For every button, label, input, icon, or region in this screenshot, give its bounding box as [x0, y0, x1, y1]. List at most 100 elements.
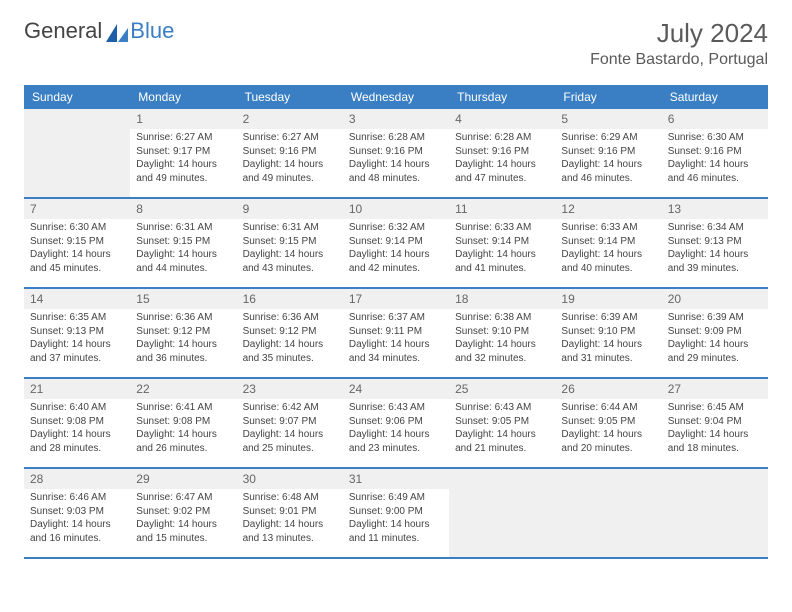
daylight-text: and 15 minutes.	[136, 532, 230, 546]
sunset-text: Sunset: 9:16 PM	[349, 145, 443, 159]
calendar-cell: 21Sunrise: 6:40 AMSunset: 9:08 PMDayligh…	[24, 379, 130, 467]
sunset-text: Sunset: 9:16 PM	[243, 145, 337, 159]
sunset-text: Sunset: 9:16 PM	[668, 145, 762, 159]
location-label: Fonte Bastardo, Portugal	[590, 51, 768, 69]
daylight-text: Daylight: 14 hours	[30, 338, 124, 352]
sunrise-text: Sunrise: 6:28 AM	[349, 131, 443, 145]
weekday-header: Monday	[130, 85, 236, 109]
calendar-cell: 10Sunrise: 6:32 AMSunset: 9:14 PMDayligh…	[343, 199, 449, 287]
calendar-cell: 15Sunrise: 6:36 AMSunset: 9:12 PMDayligh…	[130, 289, 236, 377]
calendar-cell: 31Sunrise: 6:49 AMSunset: 9:00 PMDayligh…	[343, 469, 449, 557]
day-number: 27	[662, 379, 768, 399]
sunrise-text: Sunrise: 6:46 AM	[30, 491, 124, 505]
calendar-cell: 26Sunrise: 6:44 AMSunset: 9:05 PMDayligh…	[555, 379, 661, 467]
calendar-cell: 28Sunrise: 6:46 AMSunset: 9:03 PMDayligh…	[24, 469, 130, 557]
daylight-text: and 16 minutes.	[30, 532, 124, 546]
month-title: July 2024	[590, 18, 768, 49]
sunset-text: Sunset: 9:13 PM	[668, 235, 762, 249]
calendar-cell: 3Sunrise: 6:28 AMSunset: 9:16 PMDaylight…	[343, 109, 449, 197]
day-number: 21	[24, 379, 130, 399]
calendar-cell: 29Sunrise: 6:47 AMSunset: 9:02 PMDayligh…	[130, 469, 236, 557]
daylight-text: and 42 minutes.	[349, 262, 443, 276]
daylight-text: Daylight: 14 hours	[136, 158, 230, 172]
calendar-cell: 19Sunrise: 6:39 AMSunset: 9:10 PMDayligh…	[555, 289, 661, 377]
daylight-text: and 21 minutes.	[455, 442, 549, 456]
calendar-week-row: 28Sunrise: 6:46 AMSunset: 9:03 PMDayligh…	[24, 469, 768, 559]
day-number: 25	[449, 379, 555, 399]
daylight-text: Daylight: 14 hours	[668, 248, 762, 262]
daylight-text: Daylight: 14 hours	[349, 428, 443, 442]
weekday-header: Friday	[555, 85, 661, 109]
sunrise-text: Sunrise: 6:29 AM	[561, 131, 655, 145]
daylight-text: and 13 minutes.	[243, 532, 337, 546]
sunset-text: Sunset: 9:04 PM	[668, 415, 762, 429]
day-number: 24	[343, 379, 449, 399]
daylight-text: and 46 minutes.	[668, 172, 762, 186]
day-number: 2	[237, 109, 343, 129]
calendar-cell: 18Sunrise: 6:38 AMSunset: 9:10 PMDayligh…	[449, 289, 555, 377]
sunset-text: Sunset: 9:14 PM	[455, 235, 549, 249]
calendar-cell: 23Sunrise: 6:42 AMSunset: 9:07 PMDayligh…	[237, 379, 343, 467]
day-number: 31	[343, 469, 449, 489]
calendar-cell: 14Sunrise: 6:35 AMSunset: 9:13 PMDayligh…	[24, 289, 130, 377]
day-number: 29	[130, 469, 236, 489]
daylight-text: and 37 minutes.	[30, 352, 124, 366]
sunrise-text: Sunrise: 6:33 AM	[561, 221, 655, 235]
calendar-cell: 24Sunrise: 6:43 AMSunset: 9:06 PMDayligh…	[343, 379, 449, 467]
daylight-text: Daylight: 14 hours	[136, 518, 230, 532]
calendar-cell-empty	[555, 469, 661, 557]
day-number: 20	[662, 289, 768, 309]
daylight-text: Daylight: 14 hours	[30, 248, 124, 262]
calendar-cell: 20Sunrise: 6:39 AMSunset: 9:09 PMDayligh…	[662, 289, 768, 377]
daylight-text: and 49 minutes.	[243, 172, 337, 186]
sunrise-text: Sunrise: 6:43 AM	[455, 401, 549, 415]
sunrise-text: Sunrise: 6:47 AM	[136, 491, 230, 505]
daylight-text: Daylight: 14 hours	[30, 428, 124, 442]
sunset-text: Sunset: 9:12 PM	[243, 325, 337, 339]
daylight-text: and 29 minutes.	[668, 352, 762, 366]
sunrise-text: Sunrise: 6:41 AM	[136, 401, 230, 415]
sunrise-text: Sunrise: 6:31 AM	[243, 221, 337, 235]
weekday-header: Saturday	[662, 85, 768, 109]
calendar-week-row: 1Sunrise: 6:27 AMSunset: 9:17 PMDaylight…	[24, 109, 768, 199]
calendar-body: 1Sunrise: 6:27 AMSunset: 9:17 PMDaylight…	[24, 109, 768, 559]
daylight-text: and 44 minutes.	[136, 262, 230, 276]
daylight-text: and 45 minutes.	[30, 262, 124, 276]
sunset-text: Sunset: 9:15 PM	[136, 235, 230, 249]
daylight-text: and 32 minutes.	[455, 352, 549, 366]
calendar-cell: 4Sunrise: 6:28 AMSunset: 9:16 PMDaylight…	[449, 109, 555, 197]
sunrise-text: Sunrise: 6:32 AM	[349, 221, 443, 235]
daylight-text: Daylight: 14 hours	[243, 158, 337, 172]
day-number: 12	[555, 199, 661, 219]
day-number: 7	[24, 199, 130, 219]
daylight-text: and 43 minutes.	[243, 262, 337, 276]
sunset-text: Sunset: 9:07 PM	[243, 415, 337, 429]
daylight-text: and 23 minutes.	[349, 442, 443, 456]
sunrise-text: Sunrise: 6:48 AM	[243, 491, 337, 505]
brand-part2: Blue	[130, 18, 174, 44]
daylight-text: Daylight: 14 hours	[455, 158, 549, 172]
daylight-text: Daylight: 14 hours	[243, 518, 337, 532]
sunrise-text: Sunrise: 6:36 AM	[136, 311, 230, 325]
daylight-text: and 20 minutes.	[561, 442, 655, 456]
brand-part1: General	[24, 18, 102, 44]
sunrise-text: Sunrise: 6:40 AM	[30, 401, 124, 415]
day-number: 28	[24, 469, 130, 489]
daylight-text: and 25 minutes.	[243, 442, 337, 456]
calendar: SundayMondayTuesdayWednesdayThursdayFrid…	[24, 85, 768, 559]
daylight-text: Daylight: 14 hours	[136, 338, 230, 352]
sunrise-text: Sunrise: 6:42 AM	[243, 401, 337, 415]
calendar-cell-empty	[24, 109, 130, 197]
calendar-week-row: 7Sunrise: 6:30 AMSunset: 9:15 PMDaylight…	[24, 199, 768, 289]
calendar-cell-empty	[662, 469, 768, 557]
sunrise-text: Sunrise: 6:27 AM	[243, 131, 337, 145]
calendar-cell: 9Sunrise: 6:31 AMSunset: 9:15 PMDaylight…	[237, 199, 343, 287]
daylight-text: Daylight: 14 hours	[349, 248, 443, 262]
sunset-text: Sunset: 9:16 PM	[561, 145, 655, 159]
day-number: 13	[662, 199, 768, 219]
daylight-text: and 39 minutes.	[668, 262, 762, 276]
daylight-text: Daylight: 14 hours	[668, 158, 762, 172]
daylight-text: Daylight: 14 hours	[136, 428, 230, 442]
sunrise-text: Sunrise: 6:39 AM	[561, 311, 655, 325]
daylight-text: Daylight: 14 hours	[668, 428, 762, 442]
